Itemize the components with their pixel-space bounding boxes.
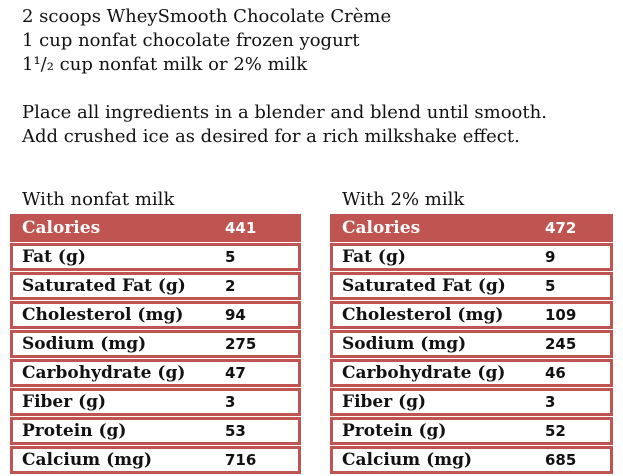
row-value: 2 <box>225 277 236 295</box>
row-value: 275 <box>225 335 257 353</box>
row-value: 472 <box>545 219 577 237</box>
row-value: 53 <box>225 422 246 440</box>
ingredient-line: 1 cup nonfat chocolate frozen yogurt <box>22 30 360 51</box>
table-row: Carbohydrate (g) 46 <box>330 359 613 387</box>
table-row: Fiber (g) 3 <box>10 388 301 416</box>
row-label: Carbohydrate (g) <box>22 363 186 383</box>
table-row: Fat (g) 5 <box>10 243 301 271</box>
table-row: Calories 441 <box>10 214 301 242</box>
row-label: Calories <box>342 218 421 238</box>
row-value: 94 <box>225 306 246 324</box>
table-title: With nonfat milk <box>22 189 175 210</box>
row-label: Saturated Fat (g) <box>342 276 506 296</box>
nutrition-table-nonfat-milk: With nonfat milk Calories 441 Fat (g) 5 Satu… <box>10 188 301 474</box>
row-label: Protein (g) <box>22 421 127 441</box>
row-value: 5 <box>545 277 556 295</box>
row-value: 441 <box>225 219 257 237</box>
row-value: 46 <box>545 364 566 382</box>
direction-line: Add crushed ice as desired for a rich mi… <box>22 126 520 147</box>
row-label: Fiber (g) <box>22 392 107 412</box>
row-label: Fat (g) <box>22 247 86 267</box>
row-value: 245 <box>545 335 577 353</box>
row-label: Sodium (mg) <box>342 334 467 354</box>
table-row: Calcium (mg) 685 <box>330 446 613 474</box>
table-row: Carbohydrate (g) 47 <box>10 359 301 387</box>
table-row: Protein (g) 52 <box>330 417 613 445</box>
table-rows: Calories 441 Fat (g) 5 Saturated Fat (g) 2 Cho… <box>10 214 301 474</box>
table-row: Fat (g) 9 <box>330 243 613 271</box>
table-row: Calories 472 <box>330 214 613 242</box>
row-label: Carbohydrate (g) <box>342 363 506 383</box>
row-value: 109 <box>545 306 577 324</box>
row-label: Protein (g) <box>342 421 447 441</box>
ingredient-line: 1¹/₂ cup nonfat milk or 2% milk <box>22 54 308 75</box>
table-row: Saturated Fat (g) 2 <box>10 272 301 300</box>
row-value: 47 <box>225 364 246 382</box>
table-row: Cholesterol (mg) 94 <box>10 301 301 329</box>
table-row: Sodium (mg) 275 <box>10 330 301 358</box>
row-value: 5 <box>225 248 236 266</box>
table-row: Saturated Fat (g) 5 <box>330 272 613 300</box>
row-label: Fiber (g) <box>342 392 427 412</box>
table-rows: Calories 472 Fat (g) 9 Saturated Fat (g) 5 Cho… <box>330 214 613 474</box>
row-label: Calories <box>22 218 101 238</box>
table-row: Fiber (g) 3 <box>330 388 613 416</box>
row-label: Calcium (mg) <box>22 450 153 470</box>
row-value: 685 <box>545 451 577 469</box>
row-label: Saturated Fat (g) <box>22 276 186 296</box>
table-row: Protein (g) 53 <box>10 417 301 445</box>
table-row: Calcium (mg) 716 <box>10 446 301 474</box>
row-value: 3 <box>545 393 556 411</box>
table-row: Sodium (mg) 245 <box>330 330 613 358</box>
row-value: 716 <box>225 451 257 469</box>
row-value: 3 <box>225 393 236 411</box>
table-row: Cholesterol (mg) 109 <box>330 301 613 329</box>
row-value: 9 <box>545 248 556 266</box>
row-label: Cholesterol (mg) <box>342 305 504 325</box>
row-label: Calcium (mg) <box>342 450 473 470</box>
table-title: With 2% milk <box>342 189 465 210</box>
recipe-text-block: 2 scoops WheySmooth Chocolate Crème 1 cu… <box>22 5 547 149</box>
ingredient-line: 2 scoops WheySmooth Chocolate Crème <box>22 6 392 27</box>
row-value: 52 <box>545 422 566 440</box>
paragraph-spacer <box>22 77 547 101</box>
direction-line: Place all ingredients in a blender and b… <box>22 102 547 123</box>
row-label: Cholesterol (mg) <box>22 305 184 325</box>
row-label: Sodium (mg) <box>22 334 147 354</box>
row-label: Fat (g) <box>342 247 406 267</box>
nutrition-table-2pct-milk: With 2% milk Calories 472 Fat (g) 9 Saturate… <box>330 188 613 474</box>
